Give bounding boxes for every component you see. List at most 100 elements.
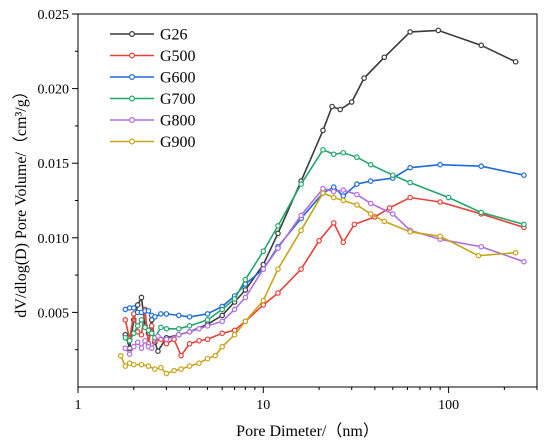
data-point — [204, 336, 211, 343]
data-point — [148, 323, 155, 329]
data-point — [138, 331, 145, 338]
data-point — [196, 337, 202, 344]
data-point — [176, 326, 182, 332]
legend-marker — [129, 116, 136, 123]
data-point — [219, 306, 225, 313]
data-point — [275, 290, 281, 296]
series-line — [119, 192, 516, 375]
data-point — [219, 312, 225, 319]
data-point — [354, 154, 360, 161]
data-point — [163, 311, 170, 317]
legend-item-g700: G700 — [110, 91, 196, 108]
data-point — [260, 248, 267, 255]
data-point — [242, 294, 249, 301]
series-layer — [117, 27, 527, 377]
y-tick-label: 0.005 — [38, 306, 70, 321]
data-point — [219, 318, 225, 325]
data-point — [122, 317, 129, 323]
series-g800 — [122, 185, 527, 357]
data-point — [316, 237, 322, 244]
data-point — [242, 287, 249, 293]
data-point — [204, 355, 211, 362]
data-point — [478, 243, 485, 250]
legend-label: G900 — [160, 134, 196, 151]
data-point — [390, 211, 396, 217]
data-point — [155, 333, 161, 340]
data-point — [126, 337, 133, 344]
data-point — [163, 336, 170, 343]
data-point — [407, 179, 413, 186]
data-point — [298, 212, 304, 219]
data-point — [330, 194, 337, 201]
legend-label: G600 — [160, 70, 196, 87]
legend-marker — [129, 138, 136, 145]
data-point — [130, 305, 137, 311]
data-point — [367, 211, 374, 217]
series-g600 — [122, 161, 527, 320]
data-point — [340, 239, 347, 246]
data-point — [367, 178, 374, 184]
x-axis-ticks: 1 10 100 — [75, 387, 538, 413]
legend-item-g26: G26 — [110, 27, 188, 44]
y-tick-label: 0.020 — [38, 83, 70, 98]
data-point — [126, 351, 133, 357]
data-point — [445, 194, 452, 201]
data-point — [122, 345, 129, 352]
data-point — [122, 363, 129, 369]
data-point — [390, 172, 396, 178]
data-point — [354, 191, 360, 198]
data-point — [521, 258, 527, 265]
data-point — [171, 367, 177, 374]
data-point — [348, 99, 355, 105]
data-point — [340, 193, 347, 199]
data-point — [320, 190, 326, 196]
data-point — [354, 181, 360, 187]
data-point — [142, 337, 148, 344]
data-point — [407, 194, 413, 201]
y-axis-ticks: 0.005 0.010 0.015 0.020 0.025 — [38, 8, 78, 351]
data-point — [260, 266, 267, 272]
legend-item-g900: G900 — [110, 134, 196, 151]
data-point — [158, 364, 164, 371]
series-line — [124, 187, 525, 356]
legend-marker — [129, 31, 136, 38]
data-point — [158, 324, 164, 331]
data-point — [478, 42, 485, 49]
data-point — [330, 184, 337, 190]
data-point — [351, 221, 358, 228]
data-point — [337, 106, 343, 113]
data-point — [231, 306, 238, 313]
data-point — [298, 181, 304, 187]
data-point — [512, 249, 519, 256]
data-point — [407, 164, 413, 171]
legend-item-g600: G600 — [110, 70, 196, 87]
data-point — [130, 343, 137, 350]
series-line — [124, 148, 525, 342]
data-point — [176, 312, 182, 319]
data-point — [231, 296, 238, 302]
legend-label: G800 — [160, 113, 196, 130]
data-point — [435, 27, 442, 34]
legend-item-g500: G500 — [110, 48, 196, 65]
data-point — [367, 161, 374, 168]
data-point — [219, 343, 225, 350]
data-point — [134, 339, 141, 346]
data-point — [320, 127, 326, 134]
data-point — [130, 330, 137, 337]
data-point — [204, 323, 211, 329]
data-point — [478, 163, 485, 169]
legend-marker — [129, 95, 136, 102]
data-point — [138, 317, 145, 323]
data-point — [152, 366, 158, 372]
data-point — [148, 345, 155, 352]
data-point — [186, 340, 193, 347]
data-point — [407, 29, 413, 35]
data-point — [158, 311, 164, 317]
data-point — [117, 352, 124, 359]
data-point — [122, 334, 129, 341]
data-point — [275, 230, 281, 237]
data-point — [163, 326, 170, 332]
data-point — [260, 297, 267, 304]
data-point — [196, 360, 202, 366]
data-point — [134, 302, 141, 308]
